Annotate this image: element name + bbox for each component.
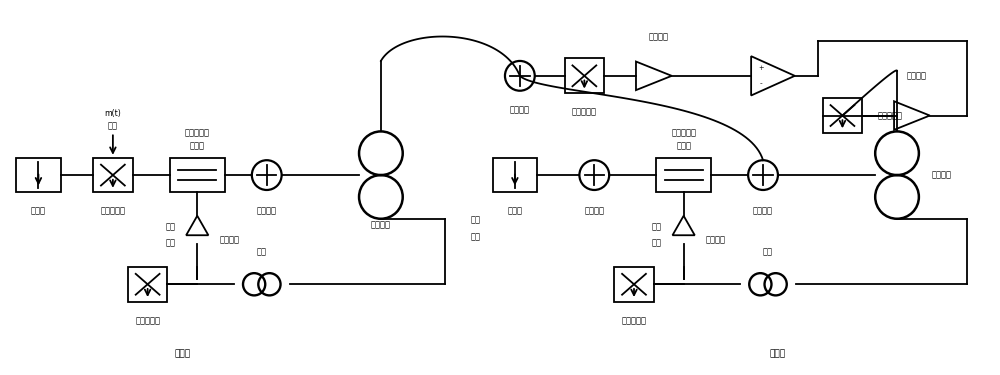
Text: 光纤: 光纤 <box>257 248 267 256</box>
Bar <box>16 158 61 192</box>
Text: 光分波器: 光分波器 <box>257 207 277 216</box>
Text: 信息: 信息 <box>108 122 118 130</box>
Text: 光电检测器: 光电检测器 <box>572 108 597 117</box>
Text: 电放大器: 电放大器 <box>649 32 669 41</box>
Text: 光分波器: 光分波器 <box>510 106 530 115</box>
Text: 激光器: 激光器 <box>31 207 46 216</box>
Text: 马赫曾德尔: 马赫曾德尔 <box>185 128 210 137</box>
Text: 偏置: 偏置 <box>470 215 480 224</box>
Text: 激光器: 激光器 <box>507 207 522 216</box>
Text: 光合波器: 光合波器 <box>584 207 604 216</box>
Text: -: - <box>760 81 762 87</box>
Text: 接收端: 接收端 <box>770 349 786 358</box>
Text: m(t): m(t) <box>105 108 121 117</box>
Text: 电放大器: 电放大器 <box>705 235 725 244</box>
Text: 光电检测器: 光电检测器 <box>877 111 902 120</box>
Text: 电放大器: 电放大器 <box>907 72 927 81</box>
Text: 光环形器: 光环形器 <box>371 221 391 230</box>
Text: 电压: 电压 <box>165 238 175 247</box>
Bar <box>565 58 604 93</box>
Bar <box>656 158 711 192</box>
Text: 光环形器: 光环形器 <box>932 171 952 180</box>
Text: 光电检测器: 光电检测器 <box>135 316 160 325</box>
Text: 电压: 电压 <box>470 232 480 241</box>
Text: 偏置: 偏置 <box>652 222 662 231</box>
Text: 偏置: 偏置 <box>165 222 175 231</box>
Bar <box>614 267 654 302</box>
Text: 光分波器: 光分波器 <box>753 207 773 216</box>
Text: 光电检测器: 光电检测器 <box>622 316 646 325</box>
Bar <box>128 267 167 302</box>
Text: 相位调制器: 相位调制器 <box>100 207 125 216</box>
Bar <box>93 158 133 192</box>
Text: +: + <box>758 65 764 71</box>
Text: 电放大器: 电放大器 <box>219 235 239 244</box>
Text: 马赫曾德尔: 马赫曾德尔 <box>671 128 696 137</box>
Bar <box>170 158 225 192</box>
Text: 发射端: 发射端 <box>174 349 190 358</box>
Text: 干涉仪: 干涉仪 <box>190 141 205 150</box>
Bar <box>823 98 862 133</box>
Text: 光纤: 光纤 <box>763 248 773 256</box>
Bar <box>493 158 537 192</box>
Text: 电压: 电压 <box>652 238 662 247</box>
Text: 干涉仪: 干涉仪 <box>676 141 691 150</box>
